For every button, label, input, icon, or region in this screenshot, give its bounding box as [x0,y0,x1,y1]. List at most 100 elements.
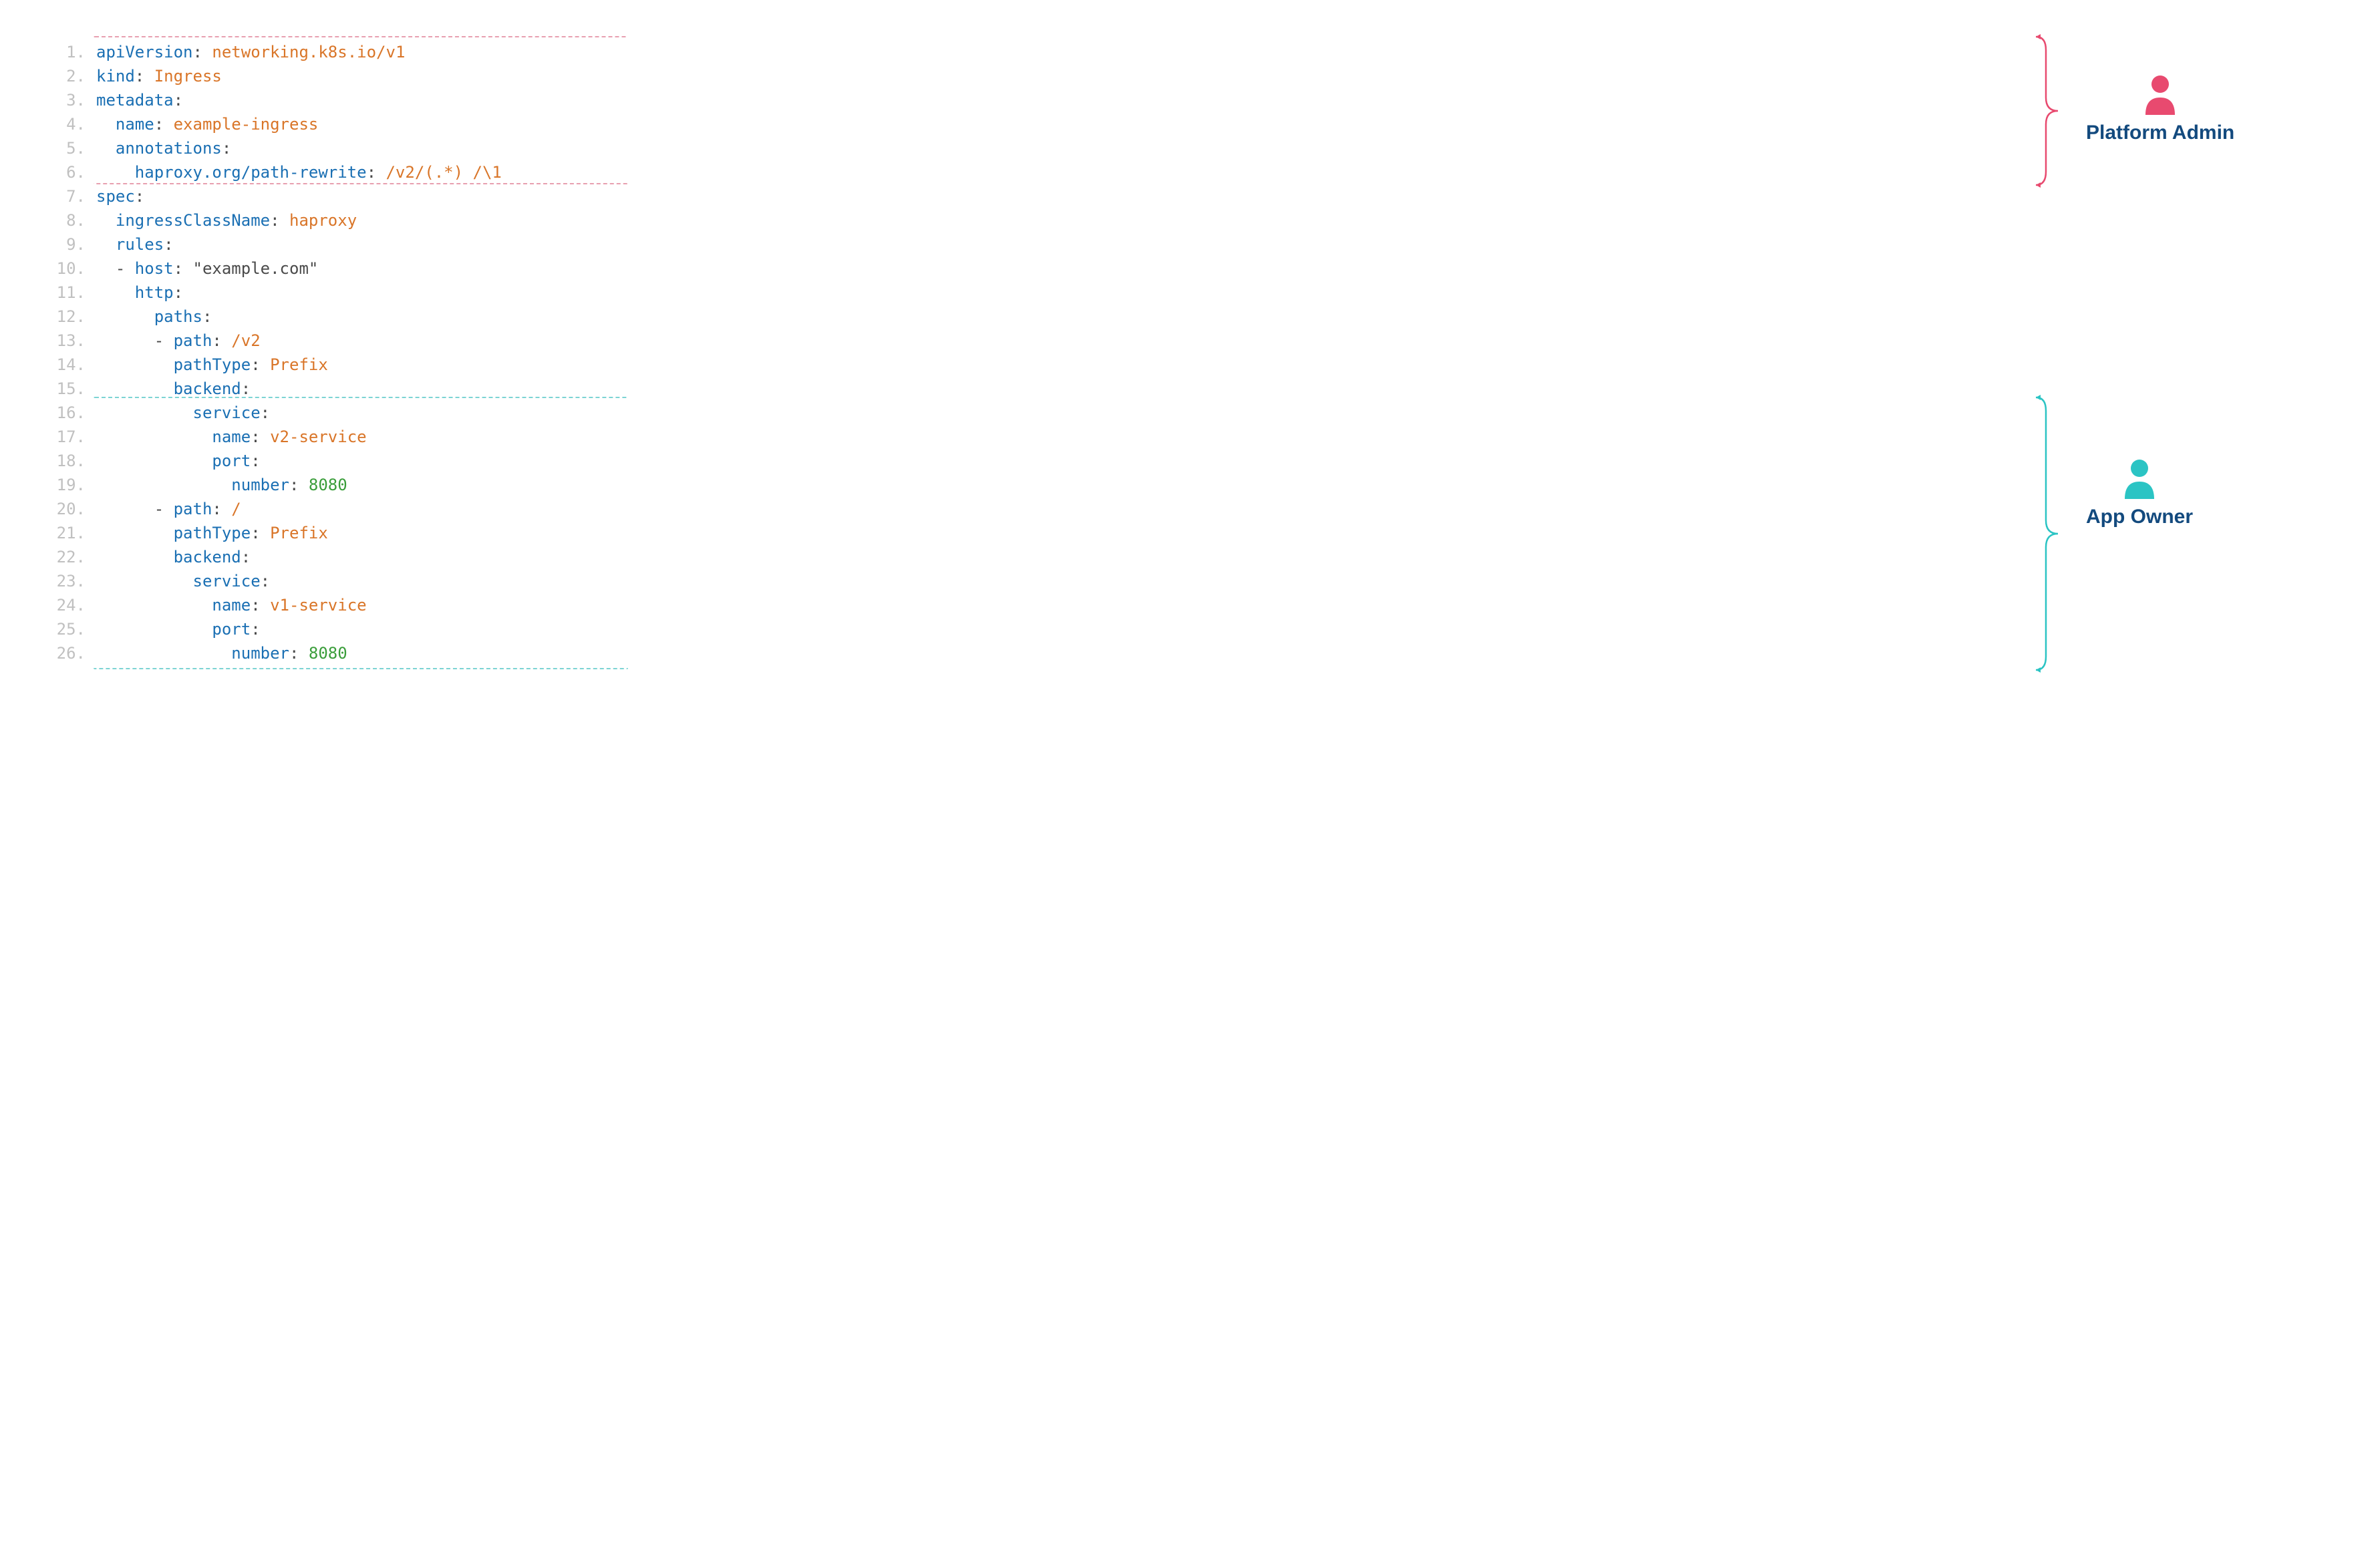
code-token [96,305,154,329]
code-token: : [154,112,174,136]
code-token: : [174,88,183,112]
code-token: : [261,401,270,425]
code-token: : [289,473,309,497]
code-token: : [193,40,212,64]
curly-brace-icon [2033,33,2066,195]
line-number: 11. [53,281,86,305]
code-token: v2-service [270,425,367,449]
code-line: 5. annotations: [53,136,502,160]
code-token: - [96,256,135,281]
code-token: : [251,353,270,377]
diagram-container: 1.apiVersion: networking.k8s.io/v12.kind… [53,40,2327,665]
code-token: - [96,329,174,353]
code-token: rules [116,232,164,256]
code-token: : [367,160,386,184]
code-token: : [212,497,231,521]
code-token: spec [96,184,135,208]
code-token: Ingress [154,64,222,88]
code-token: haproxy.org/path-rewrite [135,160,367,184]
role-block: App Owner [2086,458,2193,528]
line-number: 3. [53,88,86,112]
code-line: 16. service: [53,401,502,425]
code-token: : [135,184,144,208]
line-number: 16. [53,401,86,425]
code-token: metadata [96,88,174,112]
code-token: number [231,473,289,497]
code-token: 8080 [309,641,347,665]
code-token [96,449,212,473]
code-token [96,281,135,305]
role-block: Platform Admin [2086,73,2234,144]
line-number: 2. [53,64,86,88]
code-line: 26. number: 8080 [53,641,502,665]
code-token: backend [174,545,241,569]
code-token [96,641,231,665]
line-number: 22. [53,545,86,569]
line-number: 26. [53,641,86,665]
code-token: number [231,641,289,665]
code-token [96,473,231,497]
person-icon [2140,73,2180,115]
code-line: 2.kind: Ingress [53,64,502,88]
code-token: : [270,208,289,232]
line-number: 23. [53,569,86,593]
code-token: haproxy [289,208,357,232]
line-number: 9. [53,232,86,256]
code-token [96,232,116,256]
code-token: port [212,617,251,641]
code-token: : [212,329,231,353]
code-token: Prefix [270,521,328,545]
line-number: 7. [53,184,86,208]
code-token: pathType [174,353,251,377]
code-token [96,160,135,184]
code-line: 20. - path: / [53,497,502,521]
line-number: 12. [53,305,86,329]
code-token: : [174,256,193,281]
code-token: : [241,377,251,401]
line-number: 19. [53,473,86,497]
code-token [96,208,116,232]
code-line: 8. ingressClassName: haproxy [53,208,502,232]
code-token: /v2 [231,329,260,353]
code-line: 3. metadata: [53,88,502,112]
code-token: paths [154,305,202,329]
role-label: Platform Admin [2086,122,2234,144]
code-token: : [251,617,260,641]
role-label: App Owner [2086,506,2193,528]
code-line: 24. name: v1-service [53,593,502,617]
code-line: 19. number: 8080 [53,473,502,497]
code-token: : [261,569,270,593]
code-token: : [135,64,154,88]
line-number: 4. [53,112,86,136]
code-line: 10. - host: "example.com" [53,256,502,281]
code-token: name [212,425,251,449]
line-number: 25. [53,617,86,641]
code-line: 22. backend: [53,545,502,569]
code-line: 7. spec: [53,184,502,208]
code-token [96,401,193,425]
code-token [96,617,212,641]
code-line: 4. name: example-ingress [53,112,502,136]
line-number: 17. [53,425,86,449]
code-token [96,545,174,569]
code-token [96,377,174,401]
code-token: 8080 [309,473,347,497]
code-token: http [135,281,174,305]
code-token: : [289,641,309,665]
code-block: 1.apiVersion: networking.k8s.io/v12.kind… [53,40,502,665]
line-number: 13. [53,329,86,353]
line-number: 21. [53,521,86,545]
code-token [96,521,174,545]
code-token [96,112,116,136]
code-token: backend [174,377,241,401]
line-number: 5. [53,136,86,160]
code-line: 9. rules: [53,232,502,256]
code-line: 6. haproxy.org/path-rewrite: /v2/(.*) /\… [53,160,502,184]
code-line: 12. paths: [53,305,502,329]
code-token: : [251,449,260,473]
line-number: 15. [53,377,86,401]
code-token: : [251,521,270,545]
line-number: 6. [53,160,86,184]
line-number: 14. [53,353,86,377]
code-token: pathType [174,521,251,545]
